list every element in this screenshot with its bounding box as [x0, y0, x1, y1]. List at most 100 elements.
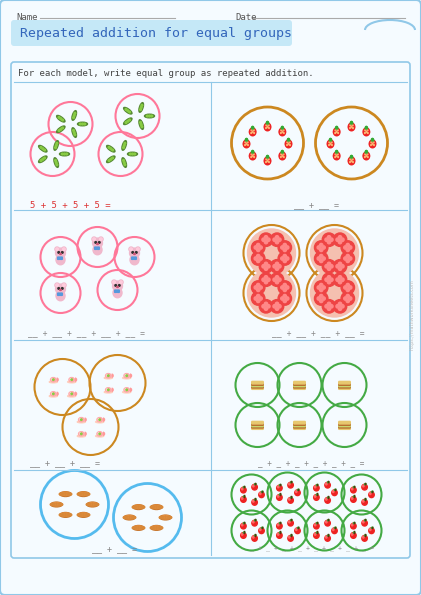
- Circle shape: [322, 300, 336, 313]
- Ellipse shape: [107, 389, 108, 390]
- Circle shape: [264, 302, 268, 306]
- Circle shape: [120, 281, 122, 283]
- Circle shape: [86, 504, 88, 505]
- Ellipse shape: [253, 154, 254, 155]
- Circle shape: [132, 252, 133, 253]
- Circle shape: [88, 494, 89, 495]
- Circle shape: [273, 278, 276, 281]
- Ellipse shape: [124, 108, 132, 114]
- Ellipse shape: [277, 533, 282, 538]
- Circle shape: [80, 513, 81, 515]
- Circle shape: [55, 247, 59, 251]
- Circle shape: [327, 307, 330, 311]
- Circle shape: [273, 238, 276, 242]
- Circle shape: [55, 145, 57, 146]
- Ellipse shape: [243, 496, 245, 497]
- Circle shape: [317, 246, 320, 249]
- Circle shape: [338, 236, 342, 239]
- Circle shape: [330, 278, 333, 281]
- FancyBboxPatch shape: [339, 384, 350, 387]
- Circle shape: [124, 164, 126, 165]
- Circle shape: [153, 508, 154, 509]
- Ellipse shape: [369, 528, 374, 534]
- Circle shape: [333, 300, 347, 313]
- Ellipse shape: [125, 375, 126, 376]
- Circle shape: [123, 517, 124, 518]
- Circle shape: [143, 507, 144, 508]
- Ellipse shape: [60, 491, 71, 496]
- Circle shape: [346, 299, 349, 303]
- Ellipse shape: [366, 153, 367, 154]
- Circle shape: [275, 307, 279, 311]
- Circle shape: [349, 286, 352, 289]
- Ellipse shape: [78, 512, 89, 517]
- Ellipse shape: [362, 520, 368, 526]
- Circle shape: [42, 158, 44, 160]
- Circle shape: [123, 162, 125, 164]
- Circle shape: [124, 518, 125, 519]
- Ellipse shape: [330, 139, 331, 141]
- Circle shape: [322, 273, 336, 286]
- Ellipse shape: [372, 144, 373, 145]
- Ellipse shape: [335, 156, 336, 158]
- Circle shape: [124, 142, 126, 144]
- Circle shape: [99, 419, 101, 421]
- Ellipse shape: [246, 144, 247, 145]
- Circle shape: [62, 513, 63, 515]
- Circle shape: [136, 247, 140, 251]
- Ellipse shape: [285, 140, 292, 148]
- Circle shape: [346, 248, 349, 252]
- Circle shape: [68, 493, 69, 494]
- FancyBboxPatch shape: [339, 427, 350, 430]
- Circle shape: [71, 514, 72, 515]
- Ellipse shape: [267, 161, 268, 162]
- Circle shape: [170, 518, 171, 519]
- Ellipse shape: [246, 141, 247, 142]
- Ellipse shape: [353, 522, 355, 524]
- Circle shape: [70, 514, 71, 515]
- Ellipse shape: [253, 151, 254, 153]
- Circle shape: [278, 292, 291, 305]
- Ellipse shape: [314, 523, 319, 529]
- Circle shape: [93, 238, 102, 248]
- Circle shape: [262, 265, 265, 268]
- Ellipse shape: [325, 497, 330, 503]
- Circle shape: [56, 503, 57, 504]
- Ellipse shape: [288, 139, 290, 141]
- Ellipse shape: [336, 151, 337, 153]
- Circle shape: [251, 241, 265, 254]
- Ellipse shape: [316, 494, 318, 495]
- Circle shape: [86, 513, 87, 515]
- Circle shape: [333, 273, 347, 286]
- Ellipse shape: [351, 161, 352, 162]
- Ellipse shape: [124, 118, 132, 124]
- Ellipse shape: [351, 497, 356, 502]
- Ellipse shape: [61, 513, 70, 516]
- FancyBboxPatch shape: [132, 257, 133, 259]
- Ellipse shape: [243, 140, 250, 148]
- FancyBboxPatch shape: [58, 293, 60, 295]
- Circle shape: [60, 118, 61, 120]
- Circle shape: [62, 494, 63, 496]
- Circle shape: [283, 283, 286, 287]
- Ellipse shape: [328, 535, 329, 536]
- Ellipse shape: [365, 127, 367, 129]
- Circle shape: [61, 505, 62, 506]
- Circle shape: [314, 281, 328, 294]
- Ellipse shape: [365, 151, 367, 153]
- Circle shape: [273, 305, 276, 308]
- Circle shape: [338, 275, 342, 279]
- Circle shape: [130, 248, 132, 250]
- Ellipse shape: [281, 151, 282, 153]
- Circle shape: [270, 300, 284, 313]
- Circle shape: [314, 292, 328, 305]
- Ellipse shape: [249, 128, 256, 136]
- Ellipse shape: [68, 395, 76, 397]
- FancyBboxPatch shape: [252, 424, 263, 427]
- Circle shape: [61, 504, 63, 505]
- Ellipse shape: [336, 127, 338, 129]
- Circle shape: [161, 528, 162, 529]
- Ellipse shape: [328, 481, 329, 483]
- Ellipse shape: [253, 521, 254, 523]
- Ellipse shape: [241, 524, 243, 526]
